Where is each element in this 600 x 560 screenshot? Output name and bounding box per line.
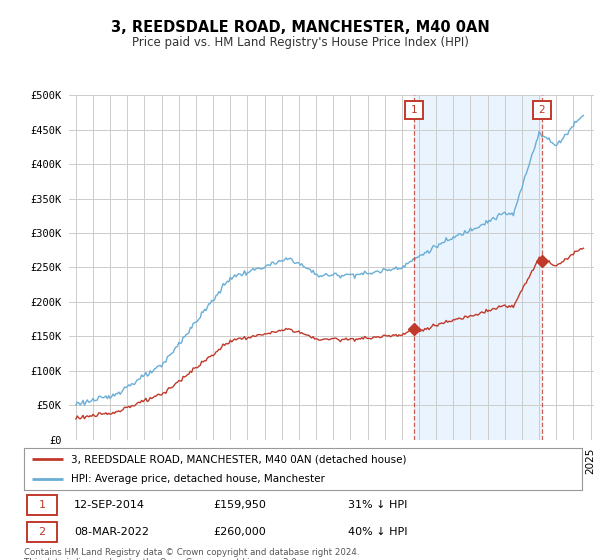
Text: £260,000: £260,000 (214, 526, 266, 536)
Text: 2: 2 (539, 105, 545, 115)
FancyBboxPatch shape (27, 521, 58, 542)
Text: 08-MAR-2022: 08-MAR-2022 (74, 526, 149, 536)
Text: HPI: Average price, detached house, Manchester: HPI: Average price, detached house, Manc… (71, 474, 325, 484)
Text: 3, REEDSDALE ROAD, MANCHESTER, M40 0AN: 3, REEDSDALE ROAD, MANCHESTER, M40 0AN (110, 20, 490, 35)
Text: 31% ↓ HPI: 31% ↓ HPI (347, 500, 407, 510)
Text: Price paid vs. HM Land Registry's House Price Index (HPI): Price paid vs. HM Land Registry's House … (131, 36, 469, 49)
Text: 2: 2 (38, 526, 46, 536)
Text: 40% ↓ HPI: 40% ↓ HPI (347, 526, 407, 536)
Text: 12-SEP-2014: 12-SEP-2014 (74, 500, 145, 510)
FancyBboxPatch shape (27, 495, 58, 515)
Text: 1: 1 (410, 105, 417, 115)
Text: 3, REEDSDALE ROAD, MANCHESTER, M40 0AN (detached house): 3, REEDSDALE ROAD, MANCHESTER, M40 0AN (… (71, 454, 407, 464)
Bar (414, 95, 542, 440)
Text: Contains HM Land Registry data © Crown copyright and database right 2024.
This d: Contains HM Land Registry data © Crown c… (24, 548, 359, 560)
Text: £159,950: £159,950 (214, 500, 266, 510)
Text: 1: 1 (38, 500, 46, 510)
